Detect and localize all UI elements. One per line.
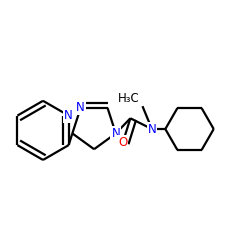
Text: N: N (112, 127, 120, 140)
Text: N: N (148, 122, 156, 136)
Text: N: N (64, 109, 73, 122)
Text: O: O (118, 136, 128, 149)
Text: N: N (76, 101, 85, 114)
Text: H₃C: H₃C (118, 92, 140, 105)
